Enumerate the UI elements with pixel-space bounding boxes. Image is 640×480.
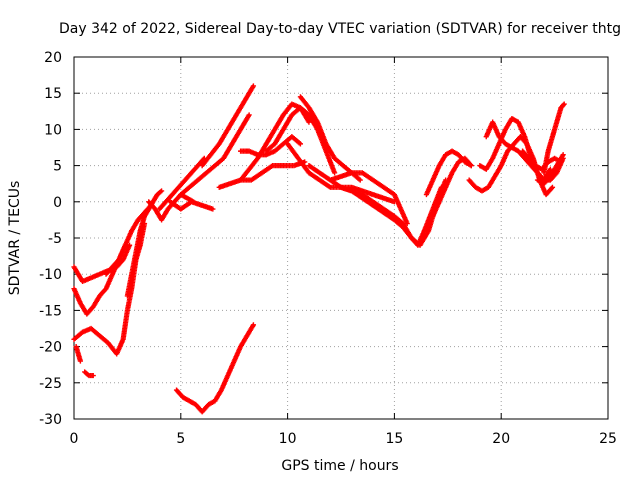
y-tick-label: -10 [39,267,62,283]
data-point [549,184,556,190]
series-track-4 [73,344,84,364]
x-axis-label: GPS time / hours [281,458,398,474]
x-tick-label: 10 [279,431,297,447]
data-point [246,112,252,118]
y-tick-label: 5 [53,159,62,175]
data-point [297,141,304,147]
series-track-21 [327,170,410,227]
data-point [210,206,216,212]
x-tick-label: 15 [385,431,403,447]
x-tick-label: 0 [70,431,79,447]
series-track-23 [423,148,474,198]
y-axis-label: SDTVAR / TECUs [7,181,23,296]
y-axis: -30 -25 -20 -15 -10 -5 0 5 10 15 20 [39,50,608,428]
series-track-30 [534,152,566,187]
y-tick-label: -25 [39,376,62,392]
series-track-17 [297,94,363,183]
series-track-24 [430,155,474,219]
data-point [250,322,257,328]
grid [74,57,608,419]
y-tick-label: -5 [48,231,62,247]
y-tick-label: 15 [44,86,62,102]
data-point [90,372,96,379]
series-track-9 [156,155,207,212]
chart-title: Day 342 of 2022, Sidereal Day-to-day VTE… [59,21,621,37]
series-track-29 [541,101,567,176]
x-tick-label: 25 [599,431,617,447]
series-track-14 [216,159,308,190]
data-point [561,101,567,107]
data-series [71,83,567,415]
series-track-11 [178,112,252,198]
series-track-5 [82,369,96,379]
y-tick-label: 10 [44,122,62,138]
series-track-10 [167,199,216,212]
series-track-19 [285,141,397,205]
data-point [158,188,165,194]
y-tick-label: -20 [39,340,62,356]
series-track-7 [124,188,165,299]
x-tick-label: 20 [492,431,510,447]
series-track-12 [199,83,257,169]
y-tick-label: -30 [39,412,62,428]
data-point [560,102,567,108]
data-point [404,220,410,227]
y-tick-label: 20 [44,50,62,66]
data-point [331,170,338,176]
data-point [250,83,257,89]
x-axis: 0 5 10 15 20 25 [70,57,617,447]
x-tick-label: 5 [176,431,185,447]
data-point [560,152,566,158]
series-track-13 [173,322,257,415]
data-point [77,358,84,364]
y-tick-label: 0 [53,195,62,211]
series-track-22 [338,177,449,248]
data-point [468,163,474,169]
data-point [357,177,363,183]
y-tick-label: -15 [39,303,62,319]
